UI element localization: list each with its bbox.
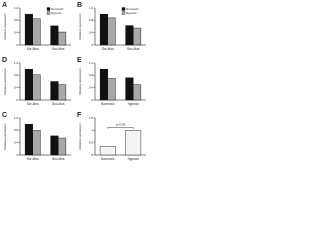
bar (99, 146, 116, 156)
y-tick-label: 0 (91, 43, 93, 47)
panel-label: A (2, 2, 7, 9)
y-tick-label: 0.5 (89, 140, 94, 144)
bar (125, 77, 134, 101)
bar (99, 13, 108, 46)
y-axis-label: Relative expression (78, 13, 82, 40)
y-tick-label: 0.8 (14, 73, 19, 77)
bar (133, 27, 142, 46)
y-axis-label: Relative expression (3, 68, 7, 95)
bar (125, 130, 142, 156)
x-tick-label: Sco-Mos (127, 47, 140, 51)
y-axis-label: Relative expression (3, 123, 7, 150)
panel-label: B (77, 2, 82, 9)
bar (50, 81, 59, 101)
y-tick-label: 0.8 (14, 128, 19, 132)
y-axis-label: Relative expression (3, 13, 7, 40)
y-tick-label: 1.2 (89, 6, 94, 10)
y-tick-label: 1.2 (14, 61, 19, 65)
bar (58, 31, 67, 46)
y-tick-label: 0.8 (89, 73, 94, 77)
y-tick-label: 0.4 (89, 85, 94, 89)
annotation: p<0.05 (116, 123, 126, 127)
legend-label: Hypoxic (51, 11, 62, 15)
x-tick-label: Scr-Mos (27, 47, 39, 51)
x-tick-label: Hypoxic (128, 102, 140, 106)
bar (32, 130, 41, 156)
x-tick-label: Scr-Mos (27, 102, 39, 106)
bar (24, 68, 33, 101)
legend-swatch (46, 11, 51, 15)
bar (58, 84, 67, 101)
x-tick-label: Sco-Mos (52, 47, 65, 51)
y-tick-label: 0.8 (89, 18, 94, 22)
y-tick-label: 1.2 (14, 6, 19, 10)
x-tick-label: Sco-Mos (52, 102, 65, 106)
y-tick-label: 1 (91, 128, 93, 132)
y-tick-label: 0 (16, 153, 18, 157)
panel-label: C (2, 112, 7, 119)
legend-label: Normoxic (126, 7, 139, 11)
y-tick-label: 0.4 (14, 85, 19, 89)
x-tick-label: Scr-Mos (27, 157, 39, 161)
panel-label: E (77, 57, 82, 64)
y-tick-label: 0 (91, 153, 93, 157)
y-axis-label: Relative expression (78, 123, 82, 150)
significance-bracket (107, 127, 134, 129)
y-tick-label: 0.8 (14, 18, 19, 22)
bar (107, 78, 116, 101)
legend-label: Normoxic (51, 7, 64, 11)
y-tick-label: 0 (16, 98, 18, 102)
bar (50, 135, 59, 156)
x-tick-label: Sco-Mos (52, 157, 65, 161)
bar (133, 84, 142, 101)
y-tick-label: 0.4 (89, 30, 94, 34)
y-tick-label: 0.4 (14, 140, 19, 144)
y-tick-label: 1.2 (89, 61, 94, 65)
x-tick-label: Hypoxic (128, 157, 140, 161)
bar (24, 13, 33, 46)
legend-swatch (46, 7, 51, 11)
y-tick-label: 1.5 (89, 116, 94, 120)
y-tick-label: 0 (16, 43, 18, 47)
legend-label: Hypoxic (126, 11, 137, 15)
bar (32, 74, 41, 101)
y-tick-label: 0.4 (14, 30, 19, 34)
legend-swatch (121, 7, 126, 11)
bar (24, 123, 33, 156)
x-tick-label: Normoxic (101, 157, 115, 161)
panel-label: D (2, 57, 7, 64)
x-tick-label: Scr-Mos (102, 47, 114, 51)
figure: A Relative expression 0 0.4 0.8 1.2 Scr-Mos Sco… (2, 2, 146, 161)
y-axis-label: Relative expression (78, 68, 82, 95)
y-tick-label: 1.2 (14, 116, 19, 120)
bar (50, 25, 59, 46)
bar (125, 25, 134, 46)
legend-swatch (121, 11, 126, 15)
x-tick-label: Normoxic (101, 102, 115, 106)
bar (58, 137, 67, 156)
bar (107, 17, 116, 46)
bar (99, 68, 108, 101)
bar (32, 18, 41, 46)
y-tick-label: 0 (91, 98, 93, 102)
panel-label: F (77, 112, 82, 119)
